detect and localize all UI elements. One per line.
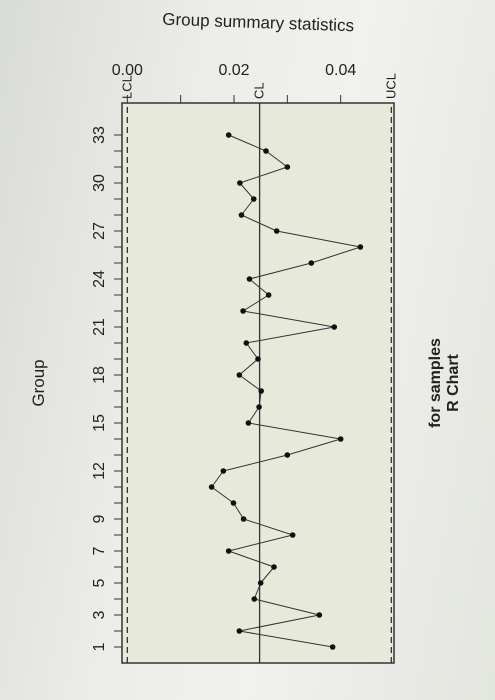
data-point [284,164,291,170]
series-segment [287,438,341,456]
series-segment [211,470,224,488]
series-segment [249,278,269,296]
data-point [236,372,243,378]
x-tick-label: 21 [91,318,108,336]
x-tick-label: 3 [91,610,108,619]
data-point [265,292,272,298]
series-segment [239,630,333,648]
data-point [258,388,264,394]
data-point [273,228,280,234]
series-segment [239,182,255,200]
x-tick-label: 7 [91,546,108,555]
x-tick-label: 12 [91,462,108,480]
data-point [331,324,338,330]
series-segment [260,566,275,584]
data-point [208,484,215,490]
data-point [220,468,227,474]
series-segment [228,134,267,152]
y-tick-label: 0.02 [218,62,249,79]
lcl-label: LCL [119,75,134,99]
y-tick-label: 0.04 [325,62,356,79]
series-segment [265,150,288,168]
x-axis-label: Group [29,359,48,406]
series-segment [239,358,259,376]
series-segment [276,230,361,248]
data-point [240,516,247,522]
y-axis-label: Group summary statistics [162,10,354,36]
data-point [284,452,291,458]
data-point [256,404,262,410]
data-point [271,564,277,570]
chart-subtitle: for samples [427,338,444,428]
cl-label: CL [252,82,267,99]
series-segment [239,374,262,392]
data-point [225,548,232,554]
data-point [245,420,252,426]
series-segment [233,502,245,520]
series-segment [249,262,312,280]
data-point [225,132,232,138]
data-point [357,244,364,250]
data-point [255,356,261,362]
series-segment [228,534,293,552]
x-tick-label: 9 [91,514,108,523]
series-segment [243,518,293,536]
data-point [316,612,323,618]
x-tick-label: 24 [91,270,108,288]
data-point [337,436,344,442]
x-tick-label: 1 [91,642,108,651]
series-segment [242,294,269,312]
series-segment [311,246,361,264]
ucl-label: UCL [383,73,398,99]
x-tick-label: 15 [91,414,108,432]
series-segment [253,582,262,600]
series-segment [211,486,234,504]
data-point [237,180,243,186]
series-segment [248,422,341,440]
data-point [240,308,246,314]
y-tick-label: 0.00 [112,62,143,79]
data-point [250,196,257,202]
series-segment [254,598,320,616]
data-point [246,276,253,282]
data-point [236,628,243,634]
series-segment [246,326,335,344]
series-segment [242,310,335,328]
x-tick-label: 5 [91,578,108,587]
data-point [308,260,315,266]
series-segment [223,454,288,472]
data-point [230,500,237,506]
x-tick-label: 30 [91,174,108,192]
data-point [289,532,296,538]
data-point [238,212,245,218]
data-point [251,596,258,602]
x-tick-label: 27 [91,222,108,240]
series-segment [245,342,259,360]
data-point [263,148,269,154]
data-point [257,580,264,586]
chart-title: R Chart [445,353,462,411]
series-segment [228,550,275,568]
series-segment [247,406,260,424]
series-segment [241,198,255,216]
x-tick-label: 33 [91,126,108,144]
plot-area [121,102,395,664]
data-point [243,340,250,346]
series-segment [239,166,288,184]
series-segment [239,614,320,632]
data-point [329,644,336,650]
x-tick-label: 18 [91,366,108,384]
series-segment [241,214,277,232]
